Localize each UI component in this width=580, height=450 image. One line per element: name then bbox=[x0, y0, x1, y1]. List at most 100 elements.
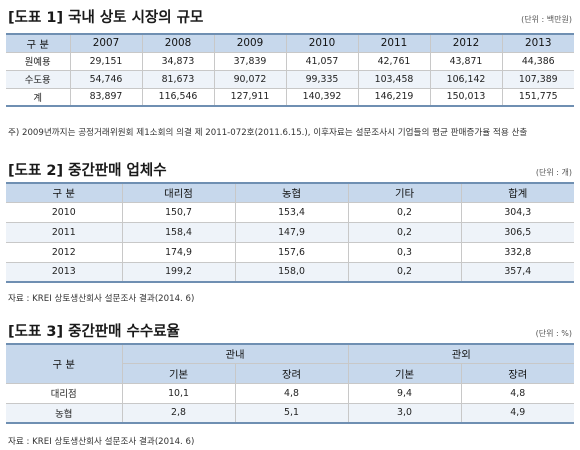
table-cell: 150,7 bbox=[121, 201, 236, 223]
row-label: 2010 bbox=[6, 201, 123, 223]
column-header: 합계 bbox=[460, 182, 574, 203]
table-row: 2010 150,7 153,4 0,2 304,3 bbox=[6, 201, 574, 223]
table-row: 2011 158,4 147,9 0,2 306,5 bbox=[6, 221, 574, 243]
group-header: 관외 bbox=[347, 343, 574, 364]
table2-head-label: 구 분 bbox=[6, 182, 123, 203]
table3-note: 자료 : KREI 상토생산회사 설문조사 결과(2014. 6) bbox=[8, 437, 195, 447]
row-label: 원예용 bbox=[6, 51, 71, 71]
table-row: 대리점 10,1 4,8 9,4 4,8 bbox=[6, 382, 574, 404]
row-label: 2011 bbox=[6, 221, 123, 243]
table-cell: 81,673 bbox=[141, 69, 215, 89]
table-cell: 34,873 bbox=[141, 51, 215, 71]
column-header: 기타 bbox=[347, 182, 462, 203]
sub-header: 장려 bbox=[234, 362, 349, 384]
sub-header: 장려 bbox=[460, 362, 574, 384]
table-row: 2013 199,2 158,0 0,2 357,4 bbox=[6, 261, 574, 283]
table3-sub-row: 기본 장려 기본 장려 bbox=[6, 362, 574, 384]
table-cell: 153,4 bbox=[234, 201, 349, 223]
table-row: 원예용 29,151 34,873 37,839 41,057 42,761 4… bbox=[6, 51, 574, 71]
table-cell: 332,8 bbox=[460, 241, 574, 263]
table-cell: 43,871 bbox=[429, 51, 503, 71]
table2-unit: (단위 : 개) bbox=[535, 168, 572, 177]
commission-rate-table: 구 분 관내 관외 기본 장려 기본 장려 대리점 10,1 4,8 9,4 4… bbox=[6, 343, 574, 424]
table-cell: 158,0 bbox=[234, 261, 349, 283]
table-row: 수도용 54,746 81,673 90,072 99,335 103,458 … bbox=[6, 69, 574, 89]
table1-unit: (단위 : 백만원) bbox=[521, 15, 572, 24]
table-cell: 0,3 bbox=[347, 241, 462, 263]
row-label: 대리점 bbox=[6, 382, 123, 404]
year-header: 2008 bbox=[141, 33, 215, 53]
group-header: 관내 bbox=[121, 343, 349, 364]
table-cell: 9,4 bbox=[347, 382, 462, 404]
table3-unit: (단위 : %) bbox=[535, 329, 572, 338]
table3-head-label: 구 분 bbox=[6, 343, 123, 384]
table-cell: 2,8 bbox=[121, 402, 236, 424]
table1-title: [도표 1] 국내 상토 시장의 규모 bbox=[8, 10, 204, 26]
table-cell: 0,2 bbox=[347, 201, 462, 223]
table2-note: 자료 : KREI 상토생산회사 설문조사 결과(2014. 6) bbox=[8, 294, 195, 304]
table-cell: 42,761 bbox=[357, 51, 431, 71]
table-cell: 44,386 bbox=[501, 51, 574, 71]
table-cell: 127,911 bbox=[213, 87, 287, 107]
table-row: 2012 174,9 157,6 0,3 332,8 bbox=[6, 241, 574, 263]
market-size-table: 구 분 2007 2008 2009 2010 2011 2012 2013 원… bbox=[6, 33, 574, 107]
table-cell: 106,142 bbox=[429, 69, 503, 89]
year-header: 2013 bbox=[501, 33, 574, 53]
table-cell: 29,151 bbox=[69, 51, 143, 71]
table-cell: 3,0 bbox=[347, 402, 462, 424]
table-cell: 99,335 bbox=[285, 69, 359, 89]
table1-head-label: 구 분 bbox=[6, 33, 71, 53]
table-cell: 107,389 bbox=[501, 69, 574, 89]
sub-header: 기본 bbox=[122, 362, 236, 384]
year-header: 2010 bbox=[285, 33, 359, 53]
table1-note: 주) 2009년까지는 공정거래위원회 제1소회의 의결 제 2011-072호… bbox=[8, 128, 528, 138]
year-header: 2012 bbox=[429, 33, 503, 53]
year-header: 2007 bbox=[69, 33, 143, 53]
table2-title: [도표 2] 중간판매 업체수 bbox=[8, 163, 167, 179]
table3-group-row: 구 분 관내 관외 bbox=[6, 343, 574, 384]
table-cell: 10,1 bbox=[121, 382, 236, 404]
table-cell: 4,9 bbox=[460, 402, 574, 424]
row-label: 농협 bbox=[6, 402, 123, 424]
table-cell: 54,746 bbox=[69, 69, 143, 89]
table-cell: 103,458 bbox=[357, 69, 431, 89]
row-label: 2013 bbox=[6, 261, 123, 283]
table-row-total: 계 83,897 116,546 127,911 140,392 146,219… bbox=[6, 87, 574, 107]
table-cell: 140,392 bbox=[285, 87, 359, 107]
table-cell: 4,8 bbox=[460, 382, 574, 404]
column-header: 대리점 bbox=[121, 182, 236, 203]
row-label: 2012 bbox=[6, 241, 123, 263]
table-cell: 83,897 bbox=[69, 87, 143, 107]
dealer-count-table: 구 분 대리점 농협 기타 합계 2010 150,7 153,4 0,2 30… bbox=[6, 182, 574, 283]
table-cell: 5,1 bbox=[234, 402, 349, 424]
table-row: 농협 2,8 5,1 3,0 4,9 bbox=[6, 402, 574, 424]
table-cell: 146,219 bbox=[357, 87, 431, 107]
table-cell: 304,3 bbox=[460, 201, 574, 223]
table-cell: 0,2 bbox=[347, 221, 462, 243]
table-cell: 158,4 bbox=[121, 221, 236, 243]
table-cell: 157,6 bbox=[234, 241, 349, 263]
table-cell: 0,2 bbox=[347, 261, 462, 283]
table-cell: 174,9 bbox=[121, 241, 236, 263]
table-cell: 116,546 bbox=[141, 87, 215, 107]
year-header: 2009 bbox=[213, 33, 287, 53]
row-label: 수도용 bbox=[6, 69, 71, 89]
table-cell: 306,5 bbox=[460, 221, 574, 243]
table-cell: 150,013 bbox=[429, 87, 503, 107]
table1-header-row: 구 분 2007 2008 2009 2010 2011 2012 2013 bbox=[6, 33, 574, 53]
column-header: 농협 bbox=[234, 182, 349, 203]
table-cell: 147,9 bbox=[234, 221, 349, 243]
table3-title: [도표 3] 중간판매 수수료율 bbox=[8, 324, 180, 340]
table-cell: 90,072 bbox=[213, 69, 287, 89]
year-header: 2011 bbox=[357, 33, 431, 53]
table2-header-row: 구 분 대리점 농협 기타 합계 bbox=[6, 182, 574, 203]
row-label: 계 bbox=[6, 87, 71, 107]
table-cell: 199,2 bbox=[121, 261, 236, 283]
table-cell: 4,8 bbox=[234, 382, 349, 404]
table-cell: 151,775 bbox=[501, 87, 574, 107]
table-cell: 41,057 bbox=[285, 51, 359, 71]
sub-header: 기본 bbox=[347, 362, 462, 384]
table-cell: 37,839 bbox=[213, 51, 287, 71]
table-cell: 357,4 bbox=[460, 261, 574, 283]
